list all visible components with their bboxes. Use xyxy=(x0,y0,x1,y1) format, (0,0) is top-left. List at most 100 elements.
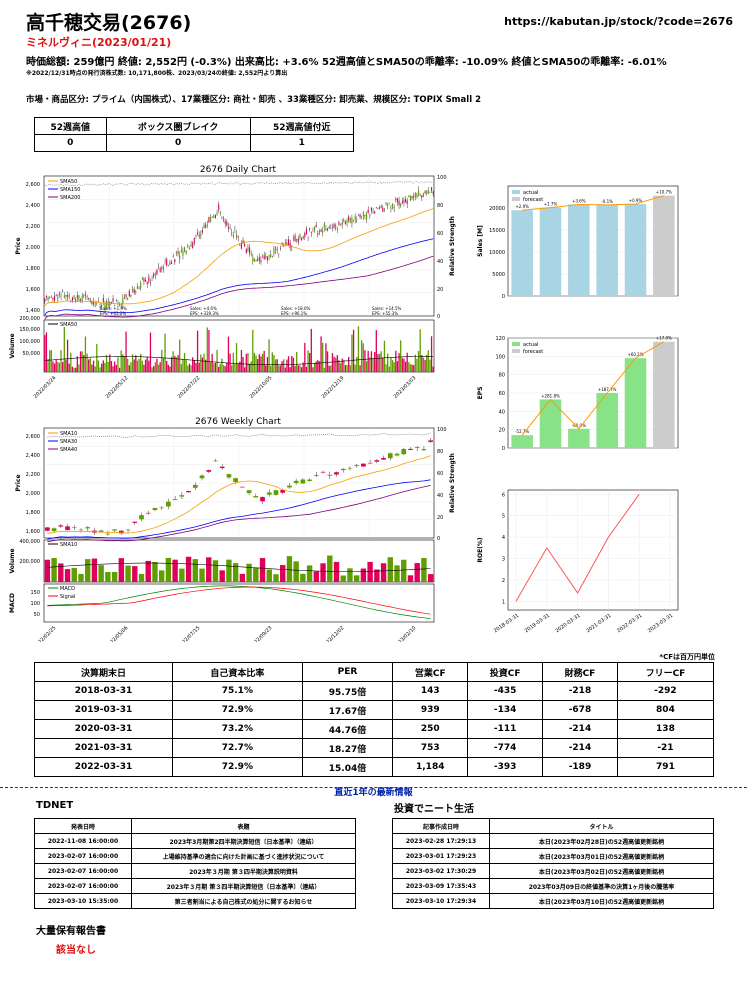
weekly-ylabel2: Relative Strength xyxy=(449,453,456,513)
eps-bar xyxy=(653,341,675,448)
weekly-rstick: 60 xyxy=(437,471,443,477)
roe-ytick: 4 xyxy=(502,535,505,541)
weekly-xtick: 2022/12/02 xyxy=(321,625,346,642)
weekly-legend-item: SMA30 xyxy=(60,439,77,445)
tdnet-cell: 2023年３月期 第３四半期決算説明資料 xyxy=(131,863,356,879)
finance-cell: 72.7% xyxy=(172,738,303,758)
week52-value: 0 xyxy=(34,134,107,152)
roe-line xyxy=(515,494,640,602)
blog-cell: 2023-02-28 17:29:13 xyxy=(392,833,490,849)
finance-header: 自己資本比率 xyxy=(172,662,303,682)
sales-chart: 20000 15000 10000 5000 0 +2.9% +1.7% +3.6% -0.1%… xyxy=(477,185,679,300)
daily-ylabel: Price xyxy=(15,237,22,254)
tdnet-title: TDNET xyxy=(36,800,74,811)
list-item[interactable]: 2023-02-07 16:00:00 上場維持基準の適合に向けた計画に基づく進捗… xyxy=(34,848,356,864)
sales-ytick: 15000 xyxy=(489,228,505,234)
list-item[interactable]: 2023-02-07 16:00:00 2023年３月期 第３四半期決算短信〔日本… xyxy=(34,878,356,894)
list-item[interactable]: 2023-03-01 17:29:23 本日(2023年03月01日)の52週高値… xyxy=(392,848,714,864)
finance-cell: 15.04倍 xyxy=(301,757,394,777)
weekly-ylabel: Price xyxy=(15,474,22,491)
holdings-title: 大量保有報告書 xyxy=(36,926,106,937)
weekly-macd-legend: Signal xyxy=(60,594,75,600)
daily-vtick: 100,000 xyxy=(19,339,40,345)
week52-value: 1 xyxy=(249,134,355,152)
sales-growth-label: -0.1% xyxy=(601,199,613,204)
list-item[interactable]: 2023-02-07 16:00:00 2023年３月期 第３四半期決算説明資料 xyxy=(34,863,356,879)
eps-bar xyxy=(624,358,647,448)
weekly-vol-legend: SMA10 xyxy=(60,542,77,548)
week52-table: 52週高値 ボックス圏ブレイク 52週高値付近 0 0 1 xyxy=(34,117,355,152)
table-row: 2019-03-31 72.9% 17.67倍 939 -134 -678 804 xyxy=(33,700,715,720)
table-row: 2021-03-31 72.7% 18.27倍 753 -774 -214 -21 xyxy=(33,738,715,758)
daily-ytick: 1,400 xyxy=(26,308,40,314)
sales-growth-label: +3.6% xyxy=(572,198,586,203)
source-url[interactable]: https://kabutan.jp/stock/?code=2676 xyxy=(504,15,733,28)
finance-header: 財務CF xyxy=(542,662,618,682)
list-item[interactable]: 2023-02-28 17:29:13 本日(2023年02月28日)の52週高値… xyxy=(392,833,714,849)
daily-rstick: 20 xyxy=(437,287,443,293)
weekly-rstick: 80 xyxy=(437,449,443,455)
daily-annotation: Sales: +18.0% EPS: +96.1% xyxy=(281,306,311,316)
daily-volume-panel xyxy=(43,319,435,373)
list-item[interactable]: 2023-03-10 17:29:34 本日(2023年03月10日)の52週高値… xyxy=(392,893,714,909)
eps-ytick: 40 xyxy=(499,409,505,415)
weekly-chart: 2676 Weekly Chart Price Relative Strengt… xyxy=(9,417,456,642)
weekly-ytick: 1,800 xyxy=(26,510,40,516)
blog-cell: 本日(2023年03月01日)の52週高値更新銘柄 xyxy=(489,848,714,864)
daily-vol-legend: SMA50 xyxy=(60,322,77,328)
finance-cell: -214 xyxy=(542,719,618,739)
table-row: 2018-03-31 75.1% 95.75倍 143 -435 -218 -292 xyxy=(33,681,715,701)
list-item[interactable]: 2022-11-08 16:00:00 2023年3月期第2四半期決算短信〔日本基… xyxy=(34,833,356,849)
daily-ytick: 2,200 xyxy=(26,224,40,230)
sales-ytick: 5000 xyxy=(492,272,505,278)
eps-growth-label: +281.8% xyxy=(541,393,560,398)
weekly-ytick: 1,600 xyxy=(26,529,40,535)
sales-trend-line xyxy=(522,195,664,211)
sales-legend: forecast xyxy=(523,197,543,203)
eps-growth-label: -52.7% xyxy=(515,429,529,434)
tdnet-cell: 2023年3月期第2四半期決算短信〔日本基準〕（連結） xyxy=(131,833,356,849)
blog-cell: 2023年03月09日の終値基準の決算1ヶ月後の騰落率 xyxy=(489,878,714,894)
eps-bar xyxy=(596,393,618,448)
daily-rstick: 80 xyxy=(437,203,443,209)
finance-cell: 804 xyxy=(616,700,715,720)
daily-rstick: 60 xyxy=(437,231,443,237)
daily-legend-item: SMA200 xyxy=(60,195,80,201)
sales-growth-label: +0.9% xyxy=(629,198,643,203)
finance-cell: -21 xyxy=(616,738,715,758)
roe-xtick: 2021-03-31 xyxy=(585,613,612,635)
week52-header: 52週高値 xyxy=(34,117,107,135)
eps-ytick: 0 xyxy=(502,446,505,452)
section-separator xyxy=(0,787,747,788)
roe-ytick: 2 xyxy=(502,578,505,584)
blog-cell: 本日(2023年02月28日)の52週高値更新銘柄 xyxy=(489,833,714,849)
eps-chart: 120 100 80 60 40 20 0 -52.7% +281.8% -60.0% +187.7… xyxy=(477,336,679,452)
blog-cell: 2023-03-10 17:29:34 xyxy=(392,893,490,909)
daily-xtick: 2022/05/12 xyxy=(105,375,130,400)
roe-ytick: 6 xyxy=(502,492,505,498)
tdnet-cell: 2023-03-10 15:35:00 xyxy=(34,893,132,909)
sales-bar xyxy=(511,210,533,296)
eps-ylabel: EPS xyxy=(477,387,484,400)
finance-cell: 2021-03-31 xyxy=(33,738,174,758)
finance-cell: 2022-03-31 xyxy=(33,757,174,777)
weekly-xtick: 2022/09/23 xyxy=(249,625,274,642)
daily-xtick: 2022/03/24 xyxy=(33,375,58,400)
finance-cell: 72.9% xyxy=(172,757,303,777)
finance-cell: 44.76倍 xyxy=(301,719,394,739)
weekly-legend-item: SMA10 xyxy=(60,431,77,437)
finance-cell: 939 xyxy=(392,700,469,720)
finance-cell: 75.1% xyxy=(172,681,303,701)
finance-cell: -393 xyxy=(467,757,544,777)
screen-subtitle: ミネルヴィニ(2023/01/21) xyxy=(26,36,172,49)
list-item[interactable]: 2023-03-10 15:35:00 第三者割当による自己株式の処分に関するお知… xyxy=(34,893,356,909)
eps-trend-line xyxy=(521,341,665,436)
week52-header: ボックス圏ブレイク xyxy=(105,117,251,135)
weekly-mtick: 50 xyxy=(34,612,40,618)
daily-xtick: 2022/07/22 xyxy=(177,375,202,400)
list-item[interactable]: 2023-03-09 17:35:43 2023年03月09日の終値基準の決算1ヶ… xyxy=(392,878,714,894)
blog-cell: 2023-03-01 17:29:23 xyxy=(392,848,490,864)
list-item[interactable]: 2023-03-02 17:30:29 本日(2023年03月02日)の52週高値… xyxy=(392,863,714,879)
weekly-rstick: 40 xyxy=(437,493,443,499)
table-row: 2020-03-31 73.2% 44.76倍 250 -111 -214 138 xyxy=(33,719,715,739)
